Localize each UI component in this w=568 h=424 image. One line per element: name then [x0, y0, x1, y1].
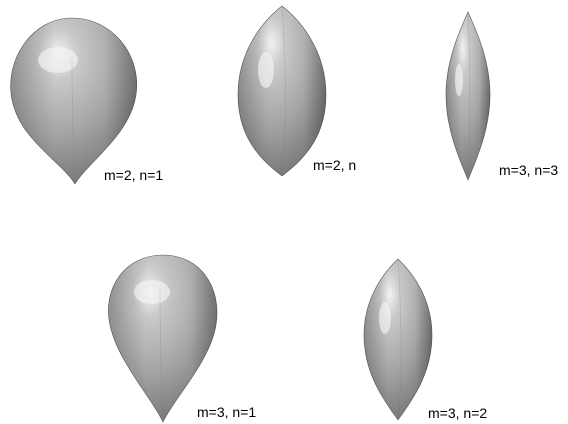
label-m2-n: m=2, n: [313, 157, 356, 173]
shape-m3-n2: [363, 258, 433, 421]
shape-m2-n: [237, 5, 327, 177]
shape-m2-n1: [10, 17, 138, 185]
label-m3-n2: m=3, n=2: [428, 405, 487, 421]
label-m2-n1: m=2, n=1: [104, 167, 163, 183]
label-m3-n3: m=3, n=3: [499, 162, 558, 178]
shape-m3-n3: [445, 11, 491, 181]
shape-m3-n1: [108, 254, 218, 423]
label-m3-n1: m=3, n=1: [197, 404, 256, 420]
